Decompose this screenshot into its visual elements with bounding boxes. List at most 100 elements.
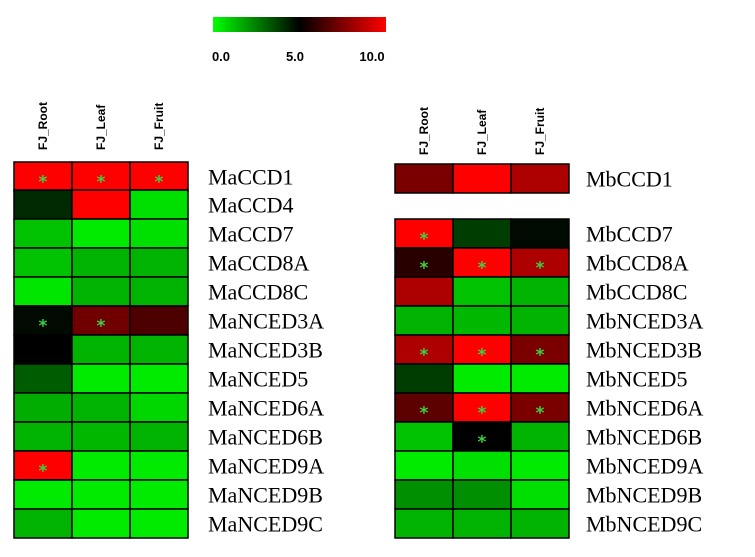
row-label-maccd4: MaCCD4	[208, 193, 294, 218]
heatmap-cell-mbnced9b-fj-leaf	[452, 479, 512, 510]
significance-star-mbnced3b-fj-fruit: *	[536, 346, 545, 366]
heatmap-cell-mbnced3a-fj-fruit	[510, 305, 570, 336]
heatmap-cell-manced6b-fj-leaf	[71, 421, 131, 452]
heatmap-cell-maccd8a-fj-leaf	[71, 247, 131, 278]
heatmap-cell-mbccd8c-fj-root	[394, 276, 454, 307]
heatmap-cell-mbnced3b-fj-root	[394, 334, 454, 365]
mb-column-label-fj-root: FJ_Root	[417, 107, 431, 155]
heatmap-cell-mbccd1-fj-root	[394, 163, 454, 194]
heatmap-cell-maccd8a-fj-fruit	[129, 247, 189, 278]
row-label-mbnced9b: MbNCED9B	[586, 483, 702, 508]
significance-star-maccd1-fj-fruit: *	[155, 173, 164, 193]
significance-star-mbccd8a-fj-root: *	[420, 259, 429, 279]
heatmap-cell-mbnced9c-fj-fruit	[510, 508, 570, 539]
heatmap-cell-mbnced3a-fj-leaf	[452, 305, 512, 336]
heatmap-cell-mbnced6a-fj-root	[394, 392, 454, 423]
ma-heatmap: FJ_Root FJ_Leaf FJ_Fruit * * * MaCCD1 MaCCD4 MaC…	[13, 102, 324, 539]
heatmap-cell-mbnced5-fj-leaf	[452, 363, 512, 394]
heatmap-cell-mbnced6b-fj-root	[394, 421, 454, 452]
significance-star-mbnced6a-fj-leaf: *	[478, 404, 487, 424]
heatmap-cell-maccd4-fj-leaf	[71, 189, 131, 220]
ma-column-label-fj-leaf: FJ_Leaf	[94, 104, 108, 150]
heatmap-cell-manced3b-fj-leaf	[71, 334, 131, 365]
significance-star-mbnced6a-fj-fruit: *	[536, 404, 545, 424]
heatmap-cell-mbccd8a-fj-fruit	[510, 247, 570, 278]
heatmap-cell-mbccd8a-fj-leaf	[452, 247, 512, 278]
row-label-mbnced9a: MbNCED9A	[586, 454, 703, 479]
heatmap-cell-maccd1-fj-leaf	[71, 161, 131, 192]
heatmap-cell-manced9a-fj-leaf	[71, 450, 131, 481]
scale-tick-mid: 5.0	[286, 49, 304, 64]
row-label-mbccd8a: MbCCD8A	[586, 251, 689, 276]
row-label-mbccd7: MbCCD7	[586, 222, 673, 247]
heatmap-cell-mbccd1-fj-leaf	[452, 163, 512, 194]
heatmap-cell-maccd8a-fj-root	[13, 247, 73, 278]
row-label-manced9a: MaNCED9A	[208, 454, 324, 479]
significance-star-mbccd8a-fj-leaf: *	[478, 259, 487, 279]
mb-column-label-fj-leaf: FJ_Leaf	[475, 109, 489, 155]
heatmap-cell-mbnced9b-fj-root	[394, 479, 454, 510]
heatmap-cell-mbnced5-fj-fruit	[510, 363, 570, 394]
heatmap-cell-maccd4-fj-root	[13, 189, 73, 220]
row-label-mbnced6b: MbNCED6B	[586, 425, 702, 450]
row-label-manced5: MaNCED5	[208, 367, 308, 392]
heatmap-cell-mbccd1-fj-fruit	[510, 163, 570, 194]
heatmap-cell-manced9b-fj-leaf	[71, 479, 131, 510]
heatmap-cell-maccd8c-fj-leaf	[71, 276, 131, 307]
ma-column-label-fj-fruit: FJ_Fruit	[152, 103, 166, 150]
heatmap-cell-mbccd7-fj-leaf	[452, 218, 512, 249]
row-label-manced9b: MaNCED9B	[208, 483, 323, 508]
heatmap-cell-manced3b-fj-fruit	[129, 334, 189, 365]
heatmap-cell-mbnced9a-fj-fruit	[510, 450, 570, 481]
significance-star-maccd1-fj-leaf: *	[97, 173, 106, 193]
heatmap-cell-manced9c-fj-fruit	[129, 508, 189, 539]
heatmap-cell-manced3a-fj-fruit	[129, 305, 189, 336]
significance-star-mbnced3b-fj-root: *	[420, 346, 429, 366]
row-label-mbccd8c: MbCCD8C	[586, 280, 687, 305]
heatmap-cell-mbnced9a-fj-root	[394, 450, 454, 481]
row-label-manced3b: MaNCED3B	[208, 338, 323, 363]
heatmap-cell-manced9b-fj-root	[13, 479, 73, 510]
row-label-mbnced3a: MbNCED3A	[586, 309, 703, 334]
row-label-mbnced6a: MbNCED6A	[586, 396, 703, 421]
heatmap-cell-maccd7-fj-leaf	[71, 218, 131, 249]
significance-star-mbnced6b-fj-leaf: *	[478, 433, 487, 453]
heatmap-cell-manced6a-fj-root	[13, 392, 73, 423]
row-label-mbccd1: MbCCD1	[586, 167, 673, 192]
significance-star-manced3a-fj-leaf: *	[97, 317, 106, 337]
heatmap-cell-manced6b-fj-fruit	[129, 421, 189, 452]
heatmap-cell-mbnced3b-fj-fruit	[510, 334, 570, 365]
row-label-maccd8c: MaCCD8C	[208, 280, 308, 305]
heatmap-cell-maccd7-fj-fruit	[129, 218, 189, 249]
heatmap-cell-maccd4-fj-fruit	[129, 189, 189, 220]
row-label-mbnced9c: MbNCED9C	[586, 512, 702, 537]
heatmap-cell-manced9b-fj-fruit	[129, 479, 189, 510]
row-label-maccd8a: MaCCD8A	[208, 251, 310, 276]
heatmap-cell-mbnced6b-fj-fruit	[510, 421, 570, 452]
significance-star-mbnced3b-fj-leaf: *	[478, 346, 487, 366]
heatmap-cell-mbnced3a-fj-root	[394, 305, 454, 336]
significance-star-manced3a-fj-root: *	[39, 317, 48, 337]
heatmap-cell-mbnced9a-fj-leaf	[452, 450, 512, 481]
significance-star-mbccd8a-fj-fruit: *	[536, 259, 545, 279]
heatmap-cell-manced6a-fj-leaf	[71, 392, 131, 423]
row-label-manced6a: MaNCED6A	[208, 396, 324, 421]
row-label-mbnced5: MbNCED5	[586, 367, 687, 392]
heatmap-cell-mbccd8c-fj-fruit	[510, 276, 570, 307]
significance-star-mbnced6a-fj-root: *	[420, 404, 429, 424]
row-label-manced9c: MaNCED9C	[208, 512, 323, 537]
heatmap-cell-mbnced6a-fj-leaf	[452, 392, 512, 423]
row-label-mbnced3b: MbNCED3B	[586, 338, 702, 363]
row-label-manced6b: MaNCED6B	[208, 425, 323, 450]
significance-star-mbccd7-fj-root: *	[420, 230, 429, 250]
heatmap-cell-manced3b-fj-root	[13, 334, 73, 365]
row-label-maccd1: MaCCD1	[208, 165, 294, 190]
heatmap-cell-mbnced9c-fj-leaf	[452, 508, 512, 539]
heatmap-cell-manced9c-fj-leaf	[71, 508, 131, 539]
ma-column-label-fj-root: FJ_Root	[36, 102, 50, 150]
color-scale-bar	[213, 17, 386, 32]
heatmap-cell-mbnced9c-fj-root	[394, 508, 454, 539]
heatmap-cell-manced6a-fj-fruit	[129, 392, 189, 423]
heatmap-cell-mbccd8c-fj-leaf	[452, 276, 512, 307]
